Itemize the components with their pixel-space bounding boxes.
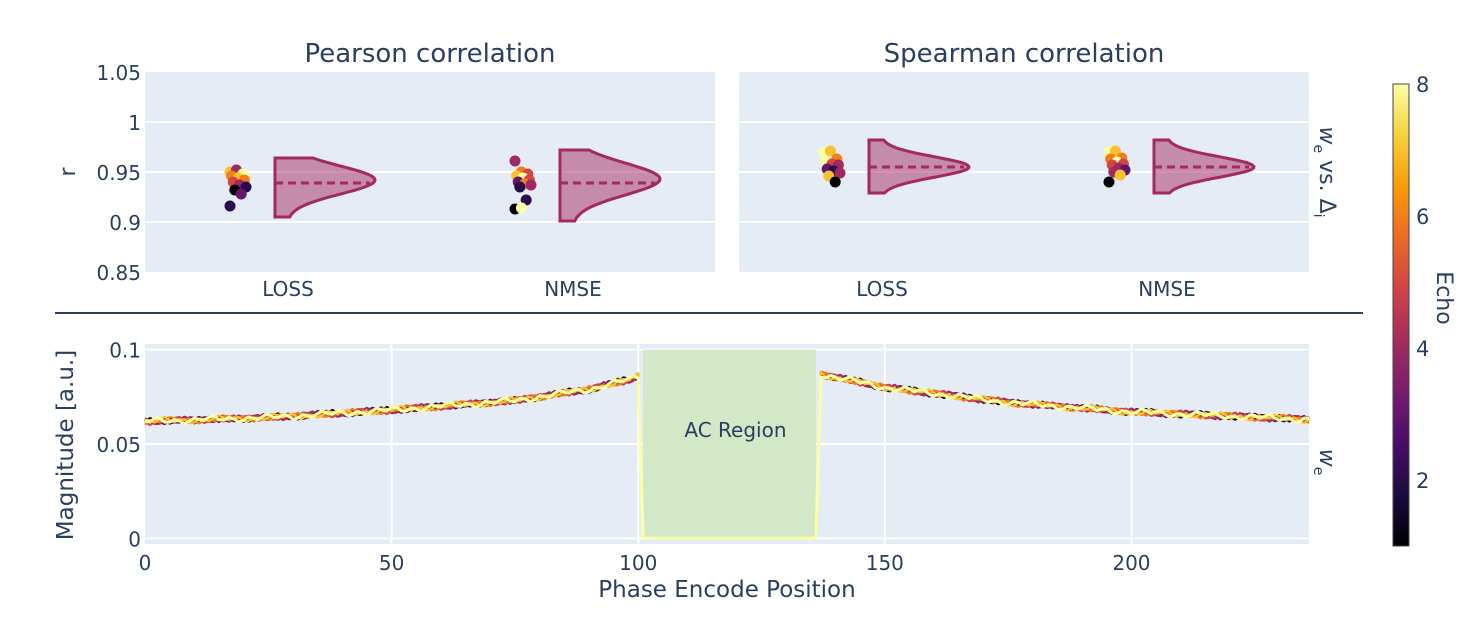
y-tick-label: 0.05 (96, 433, 141, 457)
data-point (224, 200, 236, 212)
data-point (1114, 169, 1126, 181)
echo-line (144, 374, 1309, 540)
data-point (824, 145, 836, 157)
colorbar: 2 4 6 8 Echo (1392, 73, 1456, 547)
y-tick-label: 0 (128, 527, 141, 551)
svg-text:we: we (1310, 449, 1339, 476)
colorbar-ticks: 2 4 6 8 (1416, 73, 1429, 493)
magnitude-y-axis-label: Magnitude [a.u.] (53, 350, 79, 540)
data-point (834, 167, 846, 179)
data-point (515, 202, 527, 214)
magnitude-y-ticks: 0 0.05 0.1 (96, 339, 141, 552)
bottom-row-label-w-sub: e (1310, 467, 1326, 476)
top-row-label: we vs. Δi (1310, 126, 1339, 217)
svg-text:we vs. Δi: we vs. Δi (1310, 126, 1339, 217)
pearson-y-axis-label: r (56, 167, 81, 177)
pearson-y-ticks: 0.85 0.9 0.95 1 1.05 (96, 61, 141, 285)
x-tick-label: NMSE (544, 277, 602, 301)
colorbar-tick-label: 4 (1416, 337, 1429, 361)
y-tick-label: 1 (128, 111, 141, 135)
x-tick-label: 0 (139, 551, 152, 575)
x-tick-label: LOSS (262, 277, 314, 301)
colorbar-tick-label: 8 (1416, 73, 1429, 97)
y-tick-label: 0.95 (96, 161, 141, 185)
x-tick-label: NMSE (1138, 277, 1196, 301)
bottom-row-label: we (1310, 449, 1339, 476)
colorbar-tick-label: 2 (1416, 469, 1429, 493)
top-row-label-vs: vs. (1314, 153, 1339, 198)
pearson-title: Pearson correlation (304, 39, 555, 69)
violin-shape (867, 138, 971, 195)
magnitude-x-axis-label: Phase Encode Position (598, 577, 855, 603)
violin-shape (1152, 138, 1256, 195)
data-point (829, 176, 841, 188)
colorbar-gradient (1392, 83, 1410, 547)
data-point (509, 155, 521, 167)
data-point (1109, 145, 1121, 157)
pearson-subplot: 0.85 0.9 0.95 1 1.05 LOSS NMSE Pearson correl… (56, 39, 715, 301)
y-tick-label: 1.05 (96, 61, 141, 85)
top-row-label-w-sub: e (1310, 144, 1326, 153)
data-point (520, 194, 532, 206)
magnitude-subplot: AC Region 0 0.05 0.1 0 50 100 150 200 Phase En… (53, 339, 1310, 603)
data-point (235, 188, 247, 200)
spearman-subplot: LOSS NMSE Spearman correlation (739, 39, 1309, 301)
data-point (525, 179, 537, 191)
x-tick-label: LOSS (856, 277, 908, 301)
colorbar-title: Echo (1431, 271, 1456, 324)
magnitude-lines (144, 370, 1310, 540)
x-tick-label: 150 (866, 551, 904, 575)
ac-region-label: AC Region (684, 418, 786, 442)
violin-shape (273, 156, 377, 219)
top-row-label-delta: Δ (1314, 199, 1339, 214)
violin-shape (558, 148, 662, 223)
ac-region-shape (643, 349, 816, 539)
data-point (1103, 176, 1115, 188)
colorbar-tick-label: 6 (1416, 205, 1429, 229)
y-tick-label: 0.1 (109, 339, 141, 363)
pearson-marks (224, 148, 662, 223)
y-tick-label: 0.85 (96, 261, 141, 285)
bottom-row-label-w: w (1314, 449, 1339, 468)
x-tick-label: 200 (1112, 551, 1150, 575)
x-tick-label: 100 (619, 551, 657, 575)
data-point (514, 181, 526, 193)
top-row-label-delta-sub: i (1310, 214, 1326, 218)
spearman-title: Spearman correlation (884, 39, 1165, 69)
pearson-x-ticks: LOSS NMSE (262, 277, 602, 301)
spearman-marks (818, 138, 1256, 195)
spearman-x-ticks: LOSS NMSE (856, 277, 1196, 301)
magnitude-x-ticks: 0 50 100 150 200 (139, 551, 1151, 575)
x-tick-label: 50 (379, 551, 404, 575)
y-tick-label: 0.9 (109, 211, 141, 235)
top-row-label-w: w (1314, 126, 1339, 145)
